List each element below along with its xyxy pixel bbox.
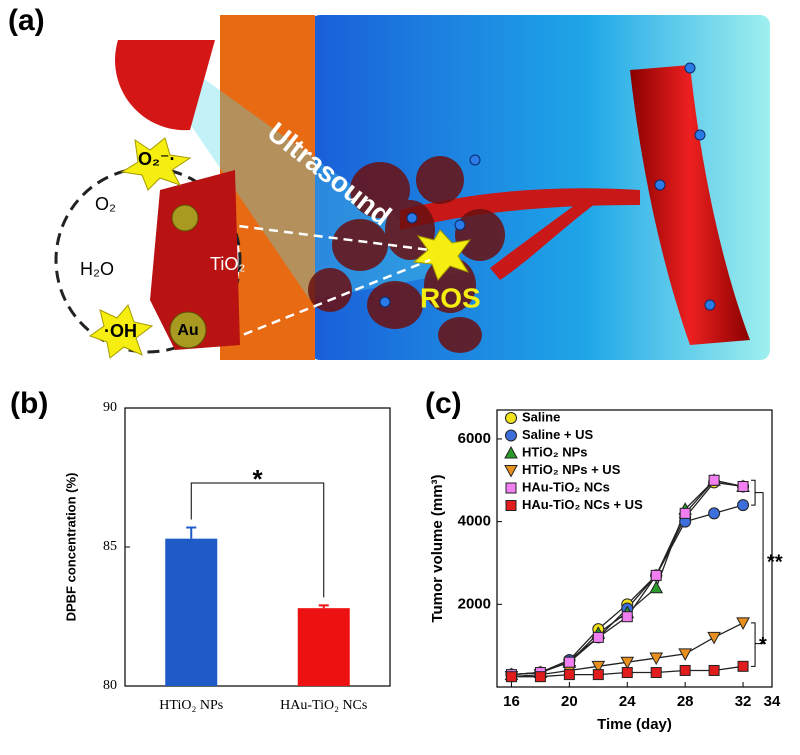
- x-tick-label: 24: [619, 693, 636, 710]
- species-label: H₂O: [80, 259, 114, 279]
- marker: [621, 667, 633, 679]
- material-label: Au: [177, 322, 198, 339]
- marker: [563, 656, 575, 668]
- marker: [649, 580, 664, 594]
- bar: [165, 538, 218, 686]
- species-label: O₂⁻·: [138, 149, 176, 169]
- legend-label: HTiO₂ NPs + US: [522, 462, 621, 477]
- au-particle: [171, 204, 199, 232]
- marker: [505, 412, 517, 424]
- panel-label: (a): [8, 4, 45, 37]
- marker: [534, 671, 546, 683]
- y-axis-label: Tumor volume (mm³): [429, 474, 446, 622]
- plot-frame: [124, 407, 391, 687]
- x-tick-label: 28: [677, 693, 694, 710]
- vessel-branch: [400, 188, 640, 230]
- species-label: O₂: [95, 194, 116, 214]
- marker: [708, 507, 721, 520]
- marker: [707, 631, 721, 645]
- marker: [708, 664, 720, 676]
- material-label: TiO₂: [210, 254, 245, 274]
- series-line: [511, 504, 744, 676]
- panel-label: (c): [425, 387, 462, 420]
- significance-label: **: [767, 551, 783, 573]
- marker: [592, 669, 604, 681]
- burst: [120, 137, 192, 191]
- marker: [736, 617, 750, 630]
- marker: [621, 611, 633, 623]
- x-tick-label: HTiO₂ NPs: [159, 698, 223, 713]
- vessel-branch: [490, 190, 600, 280]
- x-axis-label: Time (day): [597, 716, 672, 733]
- marker: [679, 664, 691, 676]
- bar: [297, 608, 350, 686]
- burst: [88, 304, 154, 359]
- marker: [679, 507, 691, 519]
- significance-label: *: [759, 634, 767, 656]
- y-tick-label: 90: [103, 400, 117, 415]
- legend-label: Saline: [522, 409, 560, 424]
- marker: [505, 500, 517, 511]
- y-tick-label: 85: [103, 539, 117, 554]
- transducer: [115, 40, 215, 131]
- y-tick-label: 4000: [458, 513, 491, 530]
- marker: [504, 445, 518, 459]
- marker: [708, 474, 720, 486]
- marker: [505, 671, 517, 683]
- legend-label: HAu-TiO₂ NCs + US: [522, 497, 643, 512]
- marker: [678, 648, 693, 661]
- charts: (b) DPBF concentration (%) 80 85 90 HTiO₂ NPs…: [10, 387, 783, 733]
- zoom-line: [229, 258, 431, 342]
- marker: [592, 631, 604, 643]
- blood-vessel: [630, 65, 750, 345]
- au-particle: [169, 311, 207, 349]
- legend-label: HAu-TiO₂ NCs: [522, 479, 610, 494]
- error-bar: [186, 526, 197, 539]
- marker: [505, 429, 517, 442]
- marker: [504, 465, 518, 478]
- legend-label: Saline + US: [522, 427, 593, 442]
- legend-label: HTiO₂ NPs: [522, 444, 588, 459]
- ros-burst: [412, 229, 472, 281]
- marker: [650, 569, 662, 581]
- significance-bracket: [190, 482, 325, 598]
- marker: [505, 482, 517, 494]
- x-tick-label: 20: [561, 693, 578, 710]
- illustration: (a) Ultrasound O₂⁻· O₂ H₂O ·OH TiO₂ A: [8, 4, 770, 360]
- marker: [737, 480, 749, 492]
- x-tick-label: HAu-TiO₂ NCs: [280, 698, 367, 713]
- y-tick-label: 6000: [458, 430, 491, 447]
- error-bar: [318, 604, 329, 609]
- plot-frame: [496, 409, 773, 688]
- y-tick-label: 80: [103, 678, 117, 693]
- marker: [737, 660, 749, 672]
- ros-label: ROS: [420, 282, 481, 313]
- significance-bracket: [751, 479, 764, 667]
- x-tick-label: 34: [764, 693, 781, 710]
- x-tick-label: 16: [503, 693, 520, 710]
- marker: [737, 499, 750, 512]
- y-tick-label: 2000: [458, 595, 491, 612]
- panel-label: (b): [10, 387, 48, 420]
- marker: [591, 660, 606, 674]
- significance-label: *: [252, 464, 263, 494]
- species-label: ·OH: [104, 321, 137, 341]
- marker: [650, 667, 662, 679]
- marker: [620, 656, 635, 670]
- x-tick-label: 32: [735, 693, 752, 710]
- marker: [649, 652, 664, 666]
- y-axis-label: DPBF concentration (%): [63, 473, 78, 622]
- marker: [563, 669, 575, 681]
